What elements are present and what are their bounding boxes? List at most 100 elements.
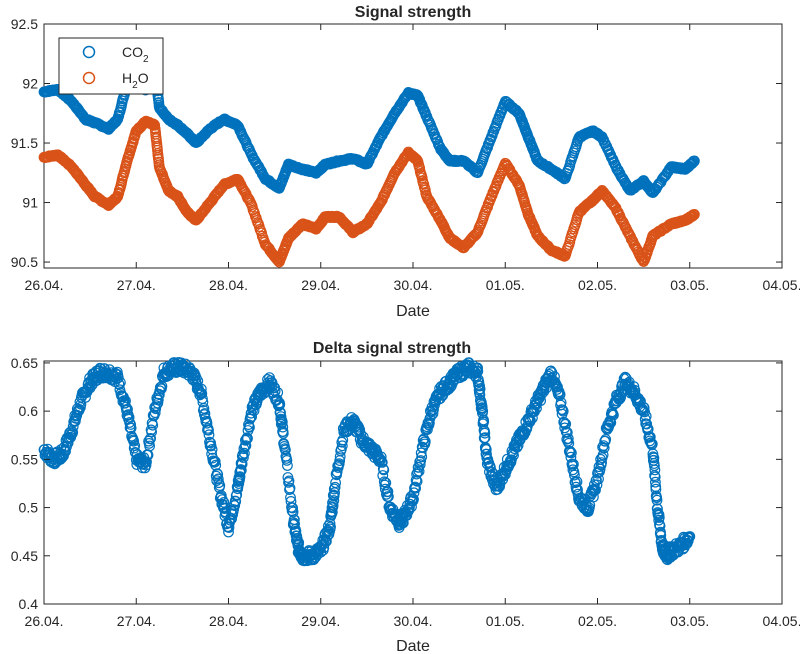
data-point <box>564 446 576 457</box>
x-tick-label: 02.05. <box>578 613 617 629</box>
data-point <box>328 490 340 502</box>
data-point <box>197 396 209 408</box>
data-point <box>237 452 249 463</box>
signal-strength-title: Signal strength <box>355 4 471 21</box>
x-tick-label: 30.04. <box>394 277 433 293</box>
legend-box <box>58 37 164 95</box>
data-point <box>427 408 439 419</box>
legend-label-co2-subscript: 2 <box>143 54 149 65</box>
x-tick-label: 03.05. <box>670 277 709 293</box>
data-point <box>411 468 423 480</box>
data-point <box>196 388 208 400</box>
data-point <box>600 434 612 445</box>
x-tick-label: 03.05. <box>670 613 709 629</box>
data-point <box>511 441 523 453</box>
data-point <box>141 456 152 468</box>
data-point <box>649 464 661 476</box>
data-point <box>472 365 484 377</box>
data-point <box>238 447 250 459</box>
data-point <box>419 436 431 447</box>
y-tick-label: 90.5 <box>11 254 38 270</box>
data-point <box>477 405 489 417</box>
data-point <box>248 405 260 417</box>
data-point <box>644 431 656 443</box>
data-point <box>234 471 246 483</box>
legend-marker-co2 <box>82 45 96 59</box>
data-point <box>378 476 390 488</box>
data-point <box>512 436 523 448</box>
data-point <box>206 444 218 455</box>
data-point <box>281 455 293 466</box>
data-point <box>150 400 162 412</box>
data-point <box>408 493 419 505</box>
data-point <box>684 531 696 542</box>
data-point <box>287 506 299 518</box>
data-point <box>554 389 566 400</box>
data-point <box>212 473 224 485</box>
data-point <box>114 377 126 388</box>
legend-label-co2-base: CO <box>122 44 143 60</box>
data-point <box>235 464 247 476</box>
data-point <box>193 386 205 398</box>
data-point <box>588 491 599 503</box>
signal-strength-panel: Signal strength 26.04. 27.04. 28.04. 29.04.… <box>11 4 800 320</box>
data-point <box>561 427 573 438</box>
data-point <box>641 418 653 430</box>
delta-signal-strength-ticks: 26.04. 27.04. 28.04. 29.04. 30.04. 01.05. 02.0… <box>11 355 800 629</box>
data-point <box>549 371 560 383</box>
data-point <box>318 542 330 553</box>
data-point <box>112 372 124 384</box>
data-point <box>334 451 346 463</box>
y-tick-label: 92.5 <box>11 16 38 32</box>
data-point <box>242 433 253 444</box>
delta-signal-strength-panel: Delta signal strength 26.04. 27.04. 28.04.… <box>11 340 800 654</box>
delta-signal-strength-x-label: Date <box>396 638 430 654</box>
data-point <box>689 208 700 220</box>
x-tick-label: 27.04. <box>117 277 156 293</box>
data-point <box>424 417 435 429</box>
data-point <box>336 440 348 452</box>
data-point <box>383 491 394 503</box>
data-point <box>474 383 486 395</box>
data-point <box>203 429 215 441</box>
y-tick-label: 0.5 <box>19 500 39 516</box>
data-point <box>283 475 295 487</box>
data-point <box>379 483 391 495</box>
signal-strength-ticks: 26.04. 27.04. 28.04. 29.04. 30.04. 01.05. 02.0… <box>11 16 800 293</box>
data-point <box>651 494 663 506</box>
legend-label-co2: CO2 <box>122 44 149 65</box>
data-point <box>289 518 301 530</box>
data-point <box>608 409 619 421</box>
y-tick-label: 92 <box>22 76 38 92</box>
x-tick-label: 01.05. <box>486 613 525 629</box>
data-point <box>591 479 603 491</box>
data-point <box>145 433 157 444</box>
x-tick-label: 27.04. <box>117 613 156 629</box>
data-point <box>144 440 156 452</box>
data-point <box>329 481 341 493</box>
legend-label-h2o-base: H <box>122 70 132 86</box>
data-point <box>209 456 221 467</box>
data-point <box>203 424 214 436</box>
delta-signal-strength-marks <box>38 357 696 567</box>
data-point <box>413 461 425 473</box>
data-point <box>689 155 700 167</box>
data-point <box>414 459 426 471</box>
data-point <box>481 458 493 470</box>
legend-label-h2o-subscript: 2 <box>132 80 138 91</box>
data-point <box>274 399 286 410</box>
data-point <box>67 427 79 438</box>
data-point <box>65 429 77 441</box>
x-tick-label: 29.04. <box>301 277 340 293</box>
y-tick-label: 0.4 <box>19 596 39 612</box>
data-point <box>128 435 140 447</box>
data-point <box>479 427 491 439</box>
data-point <box>233 478 245 489</box>
data-point <box>275 411 287 423</box>
data-point <box>557 405 569 417</box>
data-point <box>476 402 488 414</box>
y-tick-label: 91.5 <box>11 135 38 151</box>
data-point <box>426 409 437 421</box>
signal-strength-x-label: Date <box>396 303 430 320</box>
x-tick-label: 01.05. <box>486 277 525 293</box>
